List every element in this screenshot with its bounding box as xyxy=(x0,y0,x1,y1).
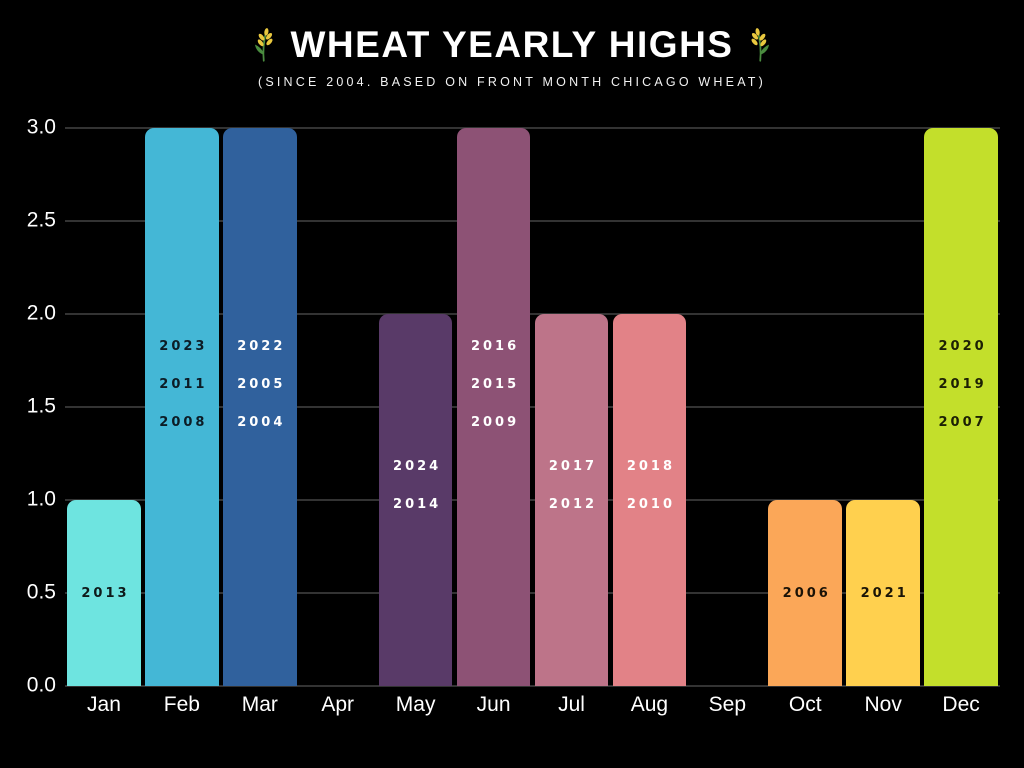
year-label-2004: 2004 xyxy=(237,415,286,431)
bar-jun: 2016 2015 2009 xyxy=(456,128,531,686)
gridline-2.0 xyxy=(65,313,1000,315)
bar-nov: 2021 xyxy=(846,500,920,686)
bar-slot-may: 2024 2014 xyxy=(377,128,455,686)
year-label-2009: 2009 xyxy=(470,415,520,431)
y-tick-label-2.5: 2.5 xyxy=(26,208,56,232)
year-label-2017: 2017 xyxy=(548,458,598,474)
year-label-2007: 2007 xyxy=(938,415,987,431)
year-label-2015: 2015 xyxy=(470,377,520,393)
year-label-2014: 2014 xyxy=(393,496,442,512)
gridline-3.0 xyxy=(65,127,1000,129)
bar-may: 2024 2014 xyxy=(378,314,453,686)
bar-year-labels-mar: 2022 2005 2004 xyxy=(223,328,297,442)
bar-slot-jul: 2017 2012 xyxy=(533,128,611,686)
bar-aug: 2018 2010 xyxy=(612,314,687,686)
bar-year-labels-jun: 2016 2015 2009 xyxy=(457,328,531,442)
year-label-2008: 2008 xyxy=(159,415,208,431)
gridline-0.5 xyxy=(65,592,1000,594)
year-label-2022: 2022 xyxy=(237,339,286,355)
x-tick-oct: Oct xyxy=(788,693,822,716)
x-tick-sep: Sep xyxy=(708,693,747,716)
bar-year-labels-may: 2024 2014 xyxy=(379,447,453,523)
year-label-2010: 2010 xyxy=(626,496,675,512)
gridline-1.5 xyxy=(65,406,1000,408)
year-label-2020: 2020 xyxy=(938,339,987,355)
bar-slot-jan: 2013 xyxy=(65,128,143,686)
page-title: WHEAT YEARLY HIGHS xyxy=(0,24,1024,66)
bar-year-labels-aug: 2018 2010 xyxy=(613,447,687,523)
bar-slot-apr xyxy=(299,128,377,686)
bar-slot-feb: 2023 2011 2008 xyxy=(143,128,221,686)
y-tick-label-2.0: 2.0 xyxy=(26,301,56,325)
x-tick-feb: Feb xyxy=(163,693,200,716)
y-axis: 0.0 0.5 1.0 1.5 2.0 2.5 3.0 xyxy=(0,116,56,697)
x-tick-nov: Nov xyxy=(864,693,902,716)
y-tick-label-1.5: 1.5 xyxy=(26,394,56,418)
bar-slot-mar: 2022 2005 2004 xyxy=(221,128,299,686)
x-tick-aug: Aug xyxy=(630,693,669,716)
bar-dec: 2020 2019 2007 xyxy=(924,128,998,686)
y-tick-label-0.5: 0.5 xyxy=(26,580,56,604)
x-tick-mar: Mar xyxy=(241,693,278,716)
y-tick-label-3.0: 3.0 xyxy=(26,115,56,139)
year-label-2018: 2018 xyxy=(626,458,675,474)
bar-jul: 2017 2012 xyxy=(534,314,609,686)
bar-year-labels-feb: 2023 2011 2008 xyxy=(145,328,219,442)
year-label-2006: 2006 xyxy=(782,585,831,601)
year-label-2023: 2023 xyxy=(159,339,208,355)
year-label-2024: 2024 xyxy=(393,458,442,474)
bar-mar: 2022 2005 2004 xyxy=(222,128,297,686)
x-tick-jul: Jul xyxy=(558,693,585,716)
plot-area: 2013 2023 2011 2008 2022 2005 2004 2024 2014 2016… xyxy=(65,127,1000,687)
x-tick-dec: Dec xyxy=(942,693,980,716)
bar-year-labels-nov: 2021 xyxy=(846,574,920,612)
gridline-2.5 xyxy=(65,220,1000,222)
title-text: WHEAT YEARLY HIGHS xyxy=(290,24,734,65)
x-tick-jun: Jun xyxy=(476,693,511,716)
y-tick-label-1.0: 1.0 xyxy=(26,487,56,511)
bar-slot-aug: 2018 2010 xyxy=(610,128,688,686)
year-label-2012: 2012 xyxy=(548,496,598,512)
gridline-0.0 xyxy=(65,685,1000,687)
bar-oct: 2006 xyxy=(768,500,843,686)
bar-year-labels-jul: 2017 2012 xyxy=(535,447,609,523)
bar-slot-sep xyxy=(688,128,766,686)
chart-subtitle: (SINCE 2004. BASED ON FRONT MONTH CHICAG… xyxy=(257,75,767,89)
year-label-2021: 2021 xyxy=(860,585,909,601)
bar-year-labels-jan: 2013 xyxy=(67,574,141,612)
year-label-2019: 2019 xyxy=(938,377,987,393)
bar-slot-nov: 2021 xyxy=(844,128,922,686)
year-label-2013: 2013 xyxy=(81,585,130,601)
x-tick-jan: Jan xyxy=(87,693,121,716)
bar-slot-jun: 2016 2015 2009 xyxy=(455,128,533,686)
bar-year-labels-oct: 2006 xyxy=(768,574,842,612)
bar-jan: 2013 xyxy=(67,500,141,686)
bar-slot-dec: 2020 2019 2007 xyxy=(922,128,1000,686)
wheat-icon-left xyxy=(248,25,276,65)
wheat-icon-right xyxy=(748,25,776,65)
x-axis: Jan Feb Mar Apr May Jun Jul Aug Sep Oct Nov Dec xyxy=(65,693,1000,717)
bars-row: 2013 2023 2011 2008 2022 2005 2004 2024 2014 2016… xyxy=(65,128,1000,686)
year-label-2005: 2005 xyxy=(237,377,286,393)
gridline-1.0 xyxy=(65,499,1000,501)
x-tick-may: May xyxy=(395,693,436,716)
bar-year-labels-dec: 2020 2019 2007 xyxy=(924,328,998,442)
chart-header: WHEAT YEARLY HIGHS (SINCE 2004. BASED ON… xyxy=(0,24,1024,89)
year-label-2011: 2011 xyxy=(159,377,208,393)
x-tick-apr: Apr xyxy=(321,693,355,716)
y-tick-label-0.0: 0.0 xyxy=(26,673,56,697)
bar-feb: 2023 2011 2008 xyxy=(145,128,219,686)
bar-slot-oct: 2006 xyxy=(766,128,844,686)
year-label-2016: 2016 xyxy=(470,339,520,355)
